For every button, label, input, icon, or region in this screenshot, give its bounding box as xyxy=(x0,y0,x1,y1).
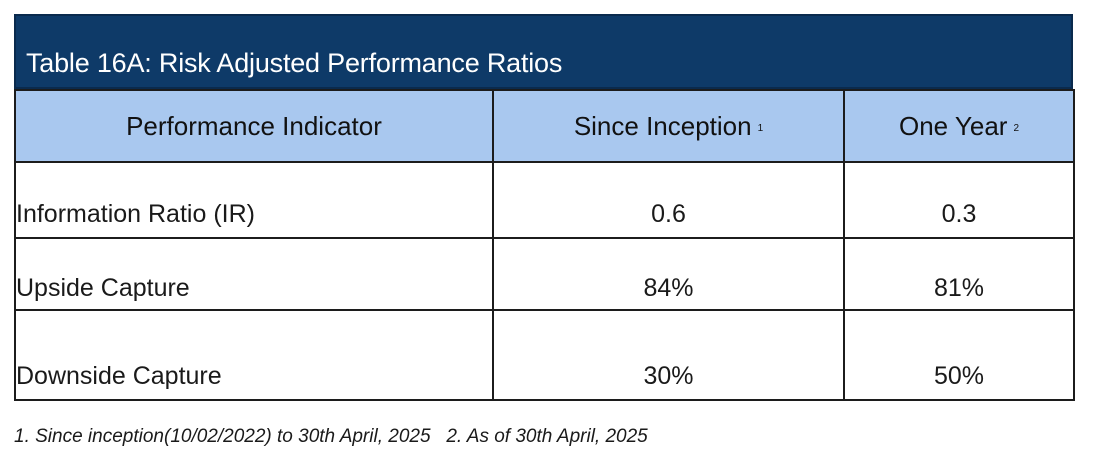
cell-ir-since-inception: 0.6 xyxy=(492,161,845,239)
table-row: Information Ratio (IR) 0.6 0.3 xyxy=(14,161,1075,239)
header-one-year: One Year 2 xyxy=(843,89,1075,163)
table-row: Upside Capture 84% 81% xyxy=(14,237,1075,311)
cell-upside-one-year: 81% xyxy=(843,237,1075,311)
table-row: Downside Capture 30% 50% xyxy=(14,309,1075,401)
performance-ratios-table: Table 16A: Risk Adjusted Performance Rat… xyxy=(14,14,1075,401)
header-since-inception: Since Inception 1 xyxy=(492,89,845,163)
header-indicator-label: Performance Indicator xyxy=(126,110,382,141)
table-footnote: 1. Since inception(10/02/2022) to 30th A… xyxy=(14,426,648,447)
footnote-marker-1: 1 xyxy=(757,122,764,134)
cell-ir-one-year: 0.3 xyxy=(843,161,1075,239)
row-label-information-ratio: Information Ratio (IR) xyxy=(14,161,494,239)
ratios-grid: Performance Indicator Since Inception 1 O… xyxy=(14,89,1075,401)
cell-downside-one-year: 50% xyxy=(843,309,1075,401)
table-title-bar: Table 16A: Risk Adjusted Performance Rat… xyxy=(14,14,1073,89)
row-label-upside-capture: Upside Capture xyxy=(14,237,494,311)
row-label-downside-capture: Downside Capture xyxy=(14,309,494,401)
cell-downside-since-inception: 30% xyxy=(492,309,845,401)
footnote-marker-2: 2 xyxy=(1013,122,1019,134)
header-performance-indicator: Performance Indicator xyxy=(14,89,494,163)
cell-upside-since-inception: 84% xyxy=(492,237,845,311)
header-one-year-label: One Year xyxy=(899,110,1008,141)
header-row: Performance Indicator Since Inception 1 O… xyxy=(14,89,1075,163)
table-title: Table 16A: Risk Adjusted Performance Rat… xyxy=(26,48,563,78)
header-since-inception-label: Since Inception xyxy=(573,110,752,141)
